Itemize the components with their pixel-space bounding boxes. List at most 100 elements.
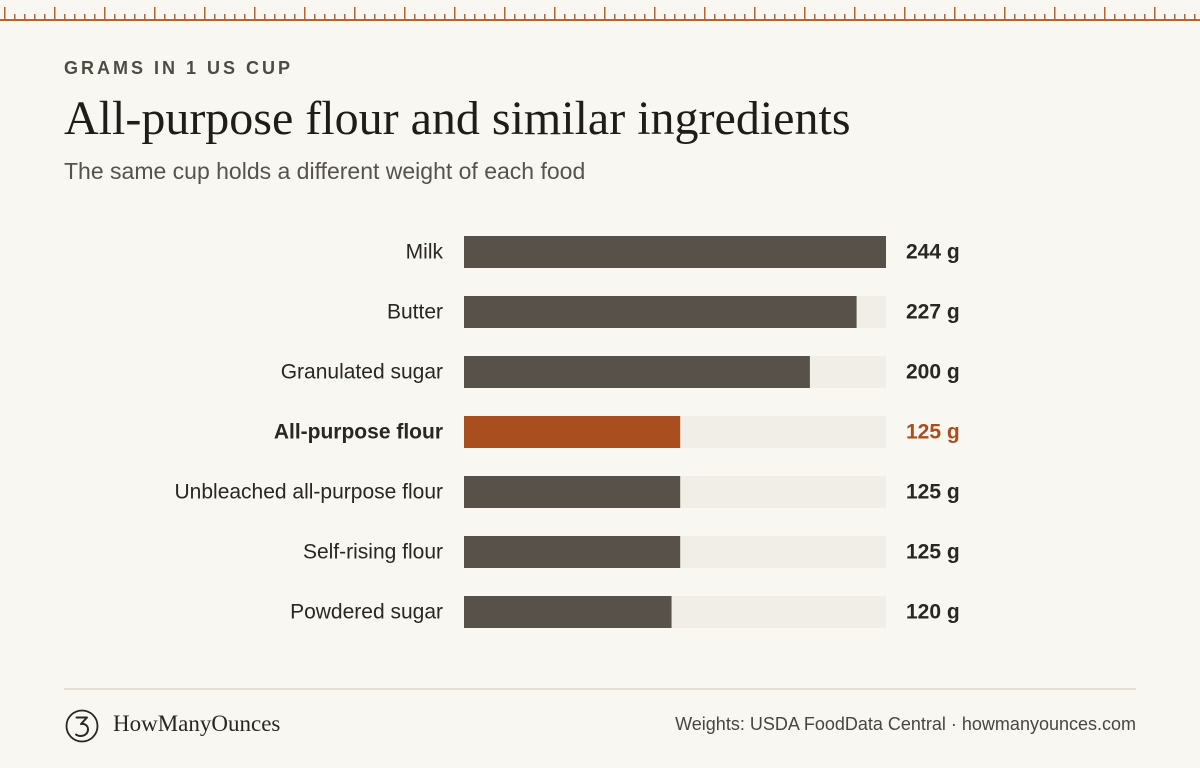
value-label: 125 g	[906, 541, 960, 564]
ruler-tick	[1114, 14, 1116, 20]
ruler-tick	[854, 7, 856, 20]
ruler-tick	[684, 14, 686, 20]
ruler-tick	[164, 14, 166, 20]
ruler-tick	[1194, 14, 1196, 20]
ruler-tick	[694, 14, 696, 20]
ruler-tick	[254, 7, 256, 20]
ruler-tick	[534, 14, 536, 20]
ruler-tick	[484, 14, 486, 20]
ruler-tick	[224, 14, 226, 20]
footer-divider	[64, 688, 1136, 690]
ruler-tick	[284, 14, 286, 20]
ruler-tick	[264, 14, 266, 20]
ruler-tick	[734, 14, 736, 20]
ruler-tick	[614, 14, 616, 20]
ruler-tick	[624, 14, 626, 20]
ruler-tick	[214, 14, 216, 20]
ruler-tick	[1014, 14, 1016, 20]
ruler-tick	[1004, 7, 1006, 20]
value-label: 120 g	[906, 601, 960, 624]
ruler-tick	[834, 14, 836, 20]
ruler-tick	[154, 7, 156, 20]
ruler-tick	[304, 7, 306, 20]
value-label: 200 g	[906, 361, 960, 384]
ruler-tick	[814, 14, 816, 20]
ruler-tick	[374, 14, 376, 20]
ruler-tick	[554, 7, 556, 20]
ruler-tick	[44, 14, 46, 20]
ruler-tick	[94, 14, 96, 20]
ruler-tick	[974, 14, 976, 20]
ruler-tick	[14, 14, 16, 20]
eyebrow-label: GRAMS IN 1 US CUP	[64, 58, 294, 78]
ruler-tick	[234, 14, 236, 20]
ruler-tick	[884, 14, 886, 20]
ruler-tick	[944, 14, 946, 20]
ruler-tick	[1184, 14, 1186, 20]
ruler-tick	[504, 7, 506, 20]
ruler-tick	[404, 7, 406, 20]
ruler-tick	[584, 14, 586, 20]
value-label: 125 g	[906, 421, 960, 444]
ruler-tick	[194, 14, 196, 20]
ruler-tick	[844, 14, 846, 20]
ruler-tick	[774, 14, 776, 20]
brand-name: HowManyOunces	[113, 711, 281, 736]
ruler-tick	[354, 7, 356, 20]
ruler-tick	[744, 14, 746, 20]
ruler-tick	[514, 14, 516, 20]
ruler-tick	[714, 14, 716, 20]
ruler-tick	[444, 14, 446, 20]
ruler-tick	[664, 14, 666, 20]
ruler-tick	[784, 14, 786, 20]
ruler-tick	[874, 14, 876, 20]
ruler-tick	[1174, 14, 1176, 20]
ruler-tick	[954, 7, 956, 20]
ruler-tick	[414, 14, 416, 20]
ruler-tick	[74, 14, 76, 20]
ruler-tick	[104, 7, 106, 20]
category-label: Granulated sugar	[281, 361, 443, 384]
ruler-tick	[274, 14, 276, 20]
ruler-tick	[594, 14, 596, 20]
ruler-tick	[34, 14, 36, 20]
numeral-3-circle-icon	[65, 709, 99, 743]
ruler-tick	[604, 7, 606, 20]
ruler-tick	[144, 14, 146, 20]
ruler-tick	[334, 14, 336, 20]
ruler-tick	[394, 14, 396, 20]
ruler-tick	[994, 14, 996, 20]
ruler-tick	[1034, 14, 1036, 20]
ruler-tick	[364, 14, 366, 20]
ruler-tick	[1104, 7, 1106, 20]
ruler-tick	[494, 14, 496, 20]
ruler-tick	[1084, 14, 1086, 20]
ruler-tick	[644, 14, 646, 20]
ruler-tick	[924, 14, 926, 20]
ruler-tick	[294, 14, 296, 20]
bar	[464, 536, 681, 568]
ruler-tick	[424, 14, 426, 20]
ruler-tick	[1024, 14, 1026, 20]
ruler-tick	[1134, 14, 1136, 20]
ruler-tick	[724, 14, 726, 20]
ruler-tick	[114, 14, 116, 20]
ruler-tick	[454, 7, 456, 20]
ruler-tick	[124, 14, 126, 20]
ruler-tick	[754, 7, 756, 20]
bar	[464, 356, 810, 388]
ruler-tick	[1154, 7, 1156, 20]
ruler-tick	[564, 14, 566, 20]
ruler-tick	[344, 14, 346, 20]
ruler-tick	[1074, 14, 1076, 20]
ruler-tick	[474, 14, 476, 20]
ruler-tick	[864, 14, 866, 20]
ruler-tick	[824, 14, 826, 20]
ruler-tick	[1044, 14, 1046, 20]
ruler-tick	[794, 14, 796, 20]
ruler-tick	[574, 14, 576, 20]
ruler-tick	[384, 14, 386, 20]
value-label: 125 g	[906, 481, 960, 504]
bar	[464, 476, 681, 508]
